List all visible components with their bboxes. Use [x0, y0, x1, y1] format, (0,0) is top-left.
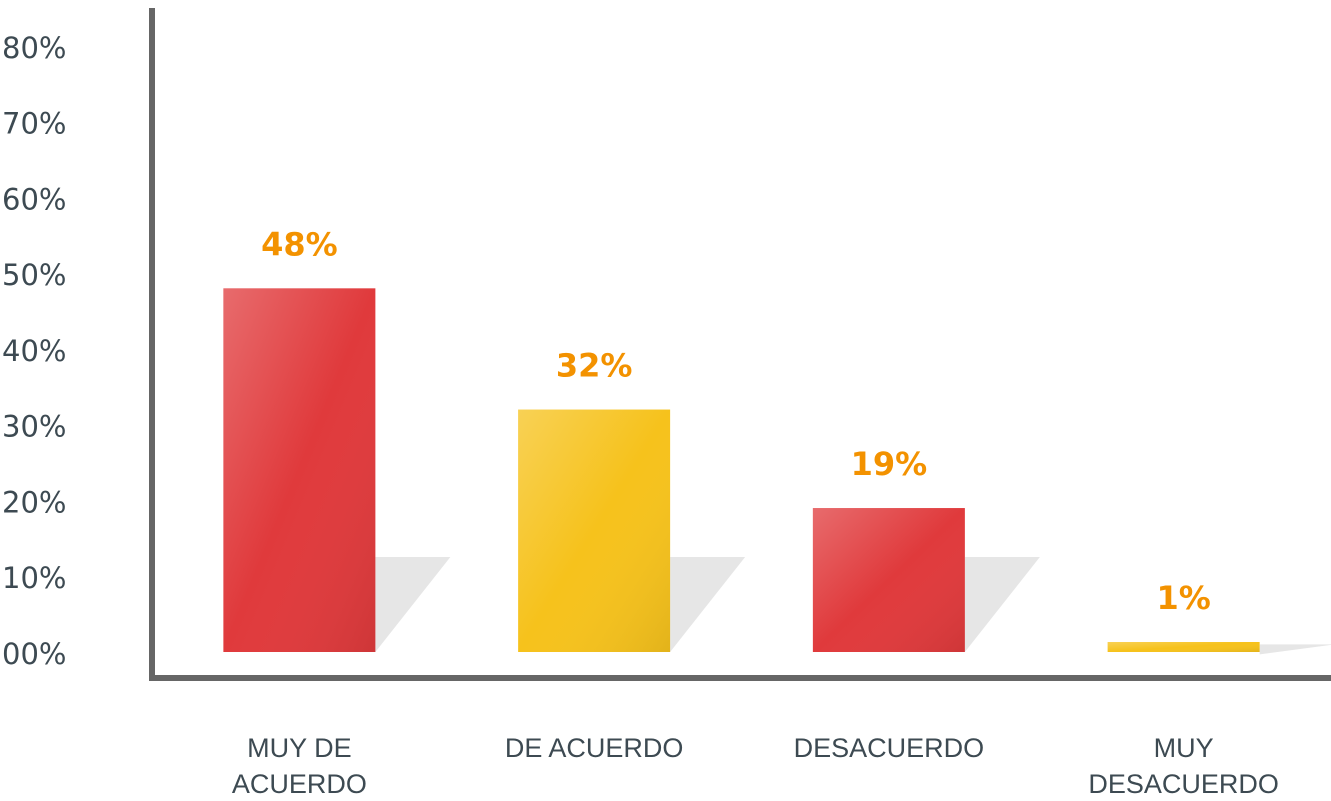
bar-shadow — [670, 557, 746, 652]
bar-shine — [1107, 642, 1260, 652]
value-label: 32% — [556, 347, 633, 385]
y-tick-label: 20% — [2, 485, 66, 519]
axis — [149, 8, 1331, 681]
y-tick-label: 70% — [2, 107, 66, 141]
y-tick-label: 80% — [2, 31, 66, 65]
value-label: 48% — [261, 225, 338, 263]
bar-shadow — [375, 557, 451, 652]
y-tick-label: 40% — [2, 334, 66, 368]
value-label: 19% — [851, 445, 928, 483]
bar-shadow — [1259, 644, 1331, 655]
bar-shine — [223, 288, 376, 652]
y-tick-label: 10% — [2, 561, 66, 595]
x-tick-label: MUY DE ACUERDO — [231, 733, 367, 799]
x-tick-label: DE ACUERDO — [504, 733, 684, 763]
bar-shine — [518, 409, 671, 652]
y-tick-label: 30% — [2, 410, 66, 444]
x-tick-label: DESACUERDO — [793, 733, 985, 763]
value-label: 1% — [1156, 579, 1210, 617]
y-tick-label: 50% — [2, 258, 66, 292]
bar-shine — [812, 508, 965, 652]
y-tick-label: 60% — [2, 182, 66, 216]
x-tick-label: MUY DESACUERDO — [1088, 733, 1279, 799]
y-tick-label: 00% — [2, 637, 66, 671]
bar-shadow — [964, 557, 1040, 652]
